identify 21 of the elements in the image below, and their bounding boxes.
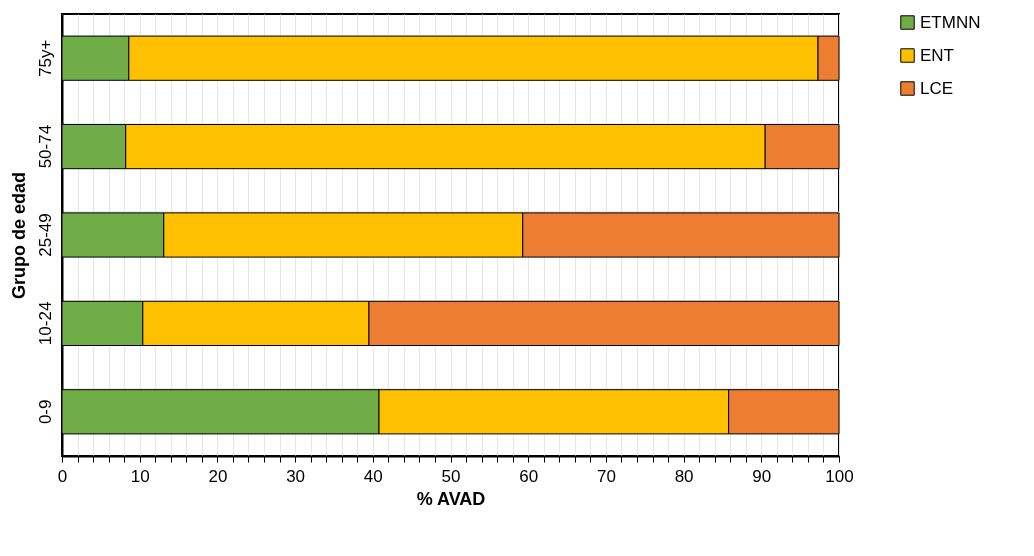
x-tick-label: 40 xyxy=(363,466,383,486)
y-axis-title: Grupo de edad xyxy=(8,171,29,300)
x-tick-label: 60 xyxy=(519,466,539,486)
x-tick-label: 10 xyxy=(130,466,150,486)
x-tick-label: 80 xyxy=(674,466,694,486)
y-tick-label: 25-49 xyxy=(35,213,55,257)
x-tick-label: 50 xyxy=(441,466,461,486)
x-tick-label: 30 xyxy=(286,466,306,486)
legend-label: ETMNN xyxy=(920,12,981,32)
y-tick-label: 50-74 xyxy=(35,124,55,169)
y-tick-label: 10-24 xyxy=(35,301,55,346)
x-tick-label: 70 xyxy=(596,466,616,486)
x-tick-label: 0 xyxy=(57,466,68,486)
x-axis-title: % AVAD xyxy=(416,488,486,509)
x-tick-label: 90 xyxy=(752,466,772,486)
legend-label: ENT xyxy=(920,45,954,65)
y-tick-label: 75y+ xyxy=(35,39,55,77)
x-tick-label: 20 xyxy=(208,466,228,486)
legend-label: LCE xyxy=(920,78,954,98)
y-tick-label: 0-9 xyxy=(35,399,55,425)
x-tick-label: 100 xyxy=(825,466,854,486)
